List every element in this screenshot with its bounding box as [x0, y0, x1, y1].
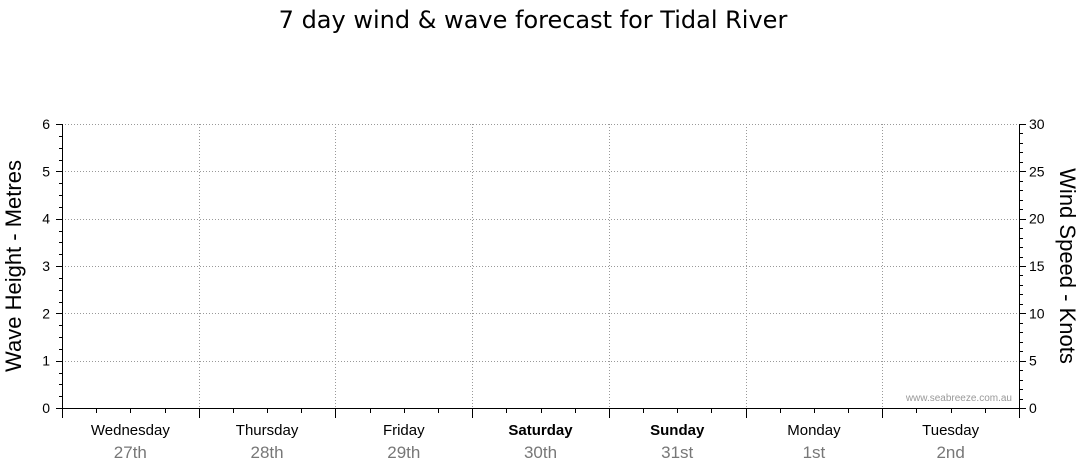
day-date-label: 29th — [387, 443, 420, 462]
left-tick-label: 5 — [42, 163, 50, 179]
left-tick-label: 2 — [42, 305, 50, 321]
day-labels: Wednesday 27th Thursday 28th Friday 29th Satur… — [91, 422, 980, 462]
chart-title: 7 day wind & wave forecast for Tidal Riv… — [279, 6, 788, 34]
left-axis-ticks: 0 1 2 3 4 5 6 — [42, 116, 62, 416]
day-name-label: Sunday — [650, 422, 705, 439]
left-tick-label: 6 — [42, 116, 50, 132]
day-name-label: Saturday — [508, 422, 573, 439]
axes — [62, 124, 1020, 418]
day-name-label: Wednesday — [91, 422, 170, 439]
day-date-label: 27th — [114, 443, 147, 462]
left-axis-label: Wave Height - Metres — [1, 160, 26, 372]
left-tick-label: 3 — [42, 258, 50, 274]
right-tick-label: 25 — [1029, 163, 1045, 179]
right-tick-label: 0 — [1029, 400, 1037, 416]
day-date-label: 30th — [524, 443, 557, 462]
right-tick-label: 10 — [1029, 305, 1045, 321]
left-tick-label: 1 — [42, 353, 50, 369]
day-name-label: Monday — [787, 422, 841, 439]
right-axis-label: Wind Speed - Knots — [1055, 168, 1080, 364]
day-date-label: 28th — [251, 443, 284, 462]
left-tick-label: 4 — [42, 211, 50, 227]
day-name-label: Thursday — [236, 422, 299, 439]
right-tick-label: 5 — [1029, 353, 1037, 369]
day-date-label: 2nd — [936, 443, 964, 462]
right-tick-label: 15 — [1029, 258, 1045, 274]
day-name-label: Friday — [383, 422, 425, 439]
gridlines — [62, 124, 1019, 408]
left-tick-label: 0 — [42, 400, 50, 416]
watermark: www.seabreeze.com.au — [905, 393, 1012, 404]
right-tick-label: 30 — [1029, 116, 1045, 132]
day-date-label: 1st — [803, 443, 826, 462]
right-tick-label: 20 — [1029, 211, 1045, 227]
right-axis-ticks: 0 5 10 15 20 25 30 — [1020, 116, 1045, 416]
day-name-label: Tuesday — [922, 422, 979, 439]
day-date-label: 31st — [661, 443, 693, 462]
